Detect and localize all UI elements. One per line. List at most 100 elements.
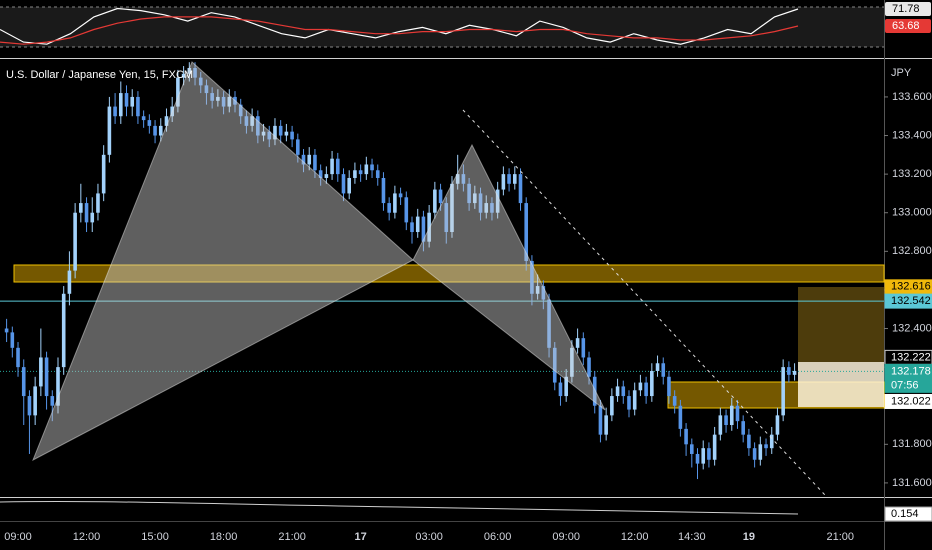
candle-body — [490, 203, 494, 213]
candle-body — [27, 396, 32, 416]
x-tick-label: 19 — [743, 531, 755, 543]
candle-body — [221, 96, 226, 107]
candle-body — [113, 106, 117, 117]
candle-body — [364, 164, 369, 175]
candle-body — [512, 174, 517, 184]
candle-body — [353, 170, 357, 178]
rsi-line — [0, 16, 799, 45]
candle-body — [10, 332, 15, 348]
candle-body — [381, 177, 386, 204]
indicator-label: 0.154 — [891, 508, 919, 520]
candle-body — [347, 177, 351, 194]
candle-body — [61, 293, 66, 368]
x-tick-label: 12:00 — [621, 531, 649, 543]
candle-body — [158, 125, 163, 136]
candle-body — [621, 386, 626, 397]
candle-body — [775, 415, 780, 435]
candle-body — [484, 203, 489, 213]
candle-body — [592, 376, 597, 406]
candle-body — [667, 376, 671, 397]
price-label-bg — [884, 393, 932, 409]
candle-body — [273, 125, 277, 140]
candle-body — [278, 125, 283, 136]
candle-body — [96, 193, 100, 213]
candle-body — [21, 367, 26, 397]
x-tick-label: 14:30 — [678, 531, 706, 543]
candle-body — [136, 96, 140, 117]
x-tick-label: 03:00 — [415, 531, 443, 543]
candle-body — [781, 367, 785, 416]
y-tick-label: 133.400 — [892, 129, 932, 141]
x-tick-label: 12:00 — [73, 531, 101, 543]
candle-body — [575, 338, 580, 348]
candle-body — [461, 174, 466, 184]
candle-body — [444, 203, 449, 233]
candle-body — [644, 382, 648, 397]
countdown-label: 07:56 — [891, 379, 919, 391]
candle-body — [124, 93, 129, 107]
candle-body — [56, 367, 60, 406]
rsi-value-label: 63.68 — [892, 20, 920, 32]
x-tick-label: 15:00 — [141, 531, 169, 543]
harmonic-pattern — [32, 61, 414, 462]
price-label-bg — [884, 293, 932, 309]
candle-body — [73, 212, 77, 271]
candle-body — [455, 174, 460, 184]
candle-body — [729, 405, 734, 426]
candle-body — [370, 164, 374, 171]
candle-body — [79, 203, 83, 213]
candle-body — [307, 154, 312, 165]
supply-zone — [13, 264, 885, 283]
candle-body — [84, 203, 89, 223]
candle-body — [176, 77, 180, 107]
candle-body — [410, 222, 414, 233]
candle-body — [558, 382, 563, 397]
candle-body — [187, 67, 192, 74]
candle-body — [318, 170, 323, 178]
price-label: 132.022 — [891, 395, 931, 407]
candle-body — [421, 216, 426, 242]
candle-body — [604, 415, 608, 435]
candle-body — [16, 347, 20, 368]
candle-body — [615, 386, 620, 397]
candle-body — [67, 270, 72, 294]
x-tick-label: 09:00 — [552, 531, 580, 543]
candle-body — [393, 193, 397, 213]
candle-body — [415, 216, 420, 233]
candle-body — [787, 367, 791, 375]
candle-body — [101, 154, 106, 194]
candle-body — [690, 444, 694, 454]
y-tick-label: 133.000 — [892, 207, 932, 219]
candle-body — [250, 116, 254, 126]
candle-body — [547, 299, 551, 348]
candle-body — [44, 357, 49, 397]
candle-body — [387, 203, 391, 213]
candle-body — [638, 382, 643, 391]
harmonic-pattern — [412, 143, 606, 411]
x-tick-label: 09:00 — [4, 531, 32, 543]
candle-body — [655, 363, 660, 371]
candle-body — [181, 73, 186, 78]
candle-body — [284, 131, 289, 136]
price-label: 132.542 — [891, 295, 931, 307]
candle-body — [301, 154, 306, 165]
candle-body — [518, 174, 523, 204]
candle-body — [752, 448, 757, 460]
rsi-value-label: 71.78 — [892, 3, 920, 15]
candle-body — [495, 189, 500, 213]
candle-body — [39, 357, 43, 387]
candle-body — [764, 444, 768, 449]
price-label: 132.616 — [891, 281, 931, 293]
candle-body — [478, 193, 483, 213]
candle-body — [552, 347, 557, 383]
candle-body — [587, 357, 591, 377]
candle-body — [90, 212, 95, 223]
candle-body — [661, 363, 666, 377]
x-tick-label: 21:00 — [278, 531, 306, 543]
target-box — [798, 287, 884, 362]
candle-body — [341, 174, 346, 194]
candle-body — [433, 189, 437, 213]
candle-body — [227, 96, 232, 107]
candle-body — [627, 396, 631, 410]
